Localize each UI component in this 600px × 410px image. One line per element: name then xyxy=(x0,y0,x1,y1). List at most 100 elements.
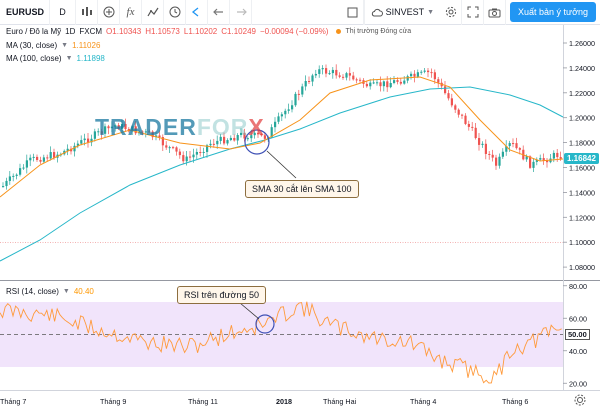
price-chart-canvas[interactable]: 1.26000 1.24000 1.22000 1.20000 1.18000 1.160… xyxy=(0,25,600,410)
rsi-tick-label: 80.00 xyxy=(569,282,587,291)
candle xyxy=(338,75,341,77)
chart-style-icon[interactable] xyxy=(76,0,98,25)
candle xyxy=(359,79,362,81)
candle xyxy=(532,161,535,168)
candle xyxy=(512,143,515,145)
rsi-level-badge: 50.00 xyxy=(565,329,590,340)
candle xyxy=(32,156,35,158)
candle xyxy=(403,80,406,84)
chevron-down-icon[interactable]: ▼ xyxy=(65,55,73,62)
compare-add-icon[interactable] xyxy=(98,0,120,25)
undo-icon[interactable] xyxy=(208,0,230,25)
chevron-down-icon[interactable]: ▼ xyxy=(61,42,69,49)
candle xyxy=(501,151,504,157)
rsi-line xyxy=(0,301,562,384)
legend-change: −0.00094 (−0.09%) xyxy=(259,27,329,36)
candle xyxy=(420,71,423,73)
candle xyxy=(185,156,188,162)
candle xyxy=(454,105,457,110)
candle xyxy=(365,83,368,87)
rsi-axis[interactable]: 80.00 60.00 40.00 20.00 xyxy=(563,282,587,389)
legend-pair-name: Euro / Đô la Mỹ xyxy=(6,27,62,36)
publish-idea-button[interactable]: Xuất bản ý tưởng xyxy=(510,2,596,22)
candle xyxy=(467,123,470,127)
candle xyxy=(206,145,209,152)
interval-selector[interactable]: D xyxy=(50,0,76,25)
candle xyxy=(277,116,280,122)
candle xyxy=(413,73,416,77)
redo-icon[interactable] xyxy=(230,0,252,25)
candle xyxy=(321,68,324,70)
candle xyxy=(110,126,113,129)
candle xyxy=(253,132,256,136)
candle xyxy=(216,140,219,145)
candle xyxy=(481,143,484,145)
candle xyxy=(372,82,375,84)
current-price-badge: 1.16842 xyxy=(564,153,599,164)
symbol-selector[interactable]: EURUSD xyxy=(0,0,50,25)
time-axis[interactable]: Tháng 7 Tháng 9 Tháng 11 2018 Tháng Hai Tháng… xyxy=(0,397,528,406)
candle xyxy=(165,145,168,148)
candle xyxy=(144,131,147,133)
ma30-legend[interactable]: MA (30, close) ▼ 1.11026 xyxy=(6,41,100,50)
alert-clock-icon[interactable] xyxy=(164,0,186,25)
candle xyxy=(39,159,42,162)
rsi-legend-label: RSI (14, close) xyxy=(6,287,59,296)
candle xyxy=(433,72,436,80)
legend-open: O1.10343 xyxy=(106,27,142,36)
candle xyxy=(318,69,321,74)
candle xyxy=(291,105,294,110)
ma100-legend[interactable]: MA (100, close) ▼ 1.11898 xyxy=(6,54,105,63)
watermark-part-1: TRADER xyxy=(95,114,197,140)
ma30-legend-label: MA (30, close) xyxy=(6,41,58,50)
snapshot-camera-icon[interactable] xyxy=(484,0,507,25)
candle xyxy=(192,154,195,158)
candle xyxy=(270,127,273,138)
ma100-legend-label: MA (100, close) xyxy=(6,54,62,63)
chevron-down-icon[interactable]: ▼ xyxy=(62,288,70,295)
layout-name: SINVEST xyxy=(385,7,425,17)
price-tick-label: 1.12000 xyxy=(569,213,595,222)
layout-search[interactable]: SINVEST ▼ xyxy=(363,0,440,25)
candle xyxy=(141,131,144,133)
candle xyxy=(437,79,440,83)
candle xyxy=(260,134,263,136)
rsi-tick-label: 20.00 xyxy=(569,379,587,388)
rsi-legend-value: 40.40 xyxy=(73,287,94,296)
rsi-legend[interactable]: RSI (14, close) ▼ 40.40 xyxy=(6,287,94,296)
candle xyxy=(257,132,260,135)
candle xyxy=(8,176,11,181)
fullscreen-icon[interactable] xyxy=(462,0,485,25)
replay-back-icon[interactable] xyxy=(186,0,208,25)
templates-icon[interactable] xyxy=(142,0,164,25)
watermark-part-3: X xyxy=(248,114,265,140)
price-tick-label: 1.08000 xyxy=(569,263,595,272)
legend-exchange: FXCM xyxy=(79,27,103,36)
candle xyxy=(246,138,249,140)
chart-area[interactable]: 1.26000 1.24000 1.22000 1.20000 1.18000 1.160… xyxy=(0,25,600,410)
candle xyxy=(294,93,297,106)
candle xyxy=(121,123,124,129)
candle xyxy=(304,81,307,87)
axis-settings-gear-icon[interactable] xyxy=(574,394,586,406)
candle xyxy=(117,125,120,129)
candle xyxy=(457,109,460,115)
layout-square-icon[interactable] xyxy=(342,0,364,25)
settings-gear-icon[interactable] xyxy=(440,0,463,25)
indicators-fx-icon[interactable]: fx xyxy=(120,0,142,25)
candle xyxy=(352,75,355,80)
candle xyxy=(546,160,549,163)
price-axis[interactable]: 1.26000 1.24000 1.22000 1.20000 1.18000 1.160… xyxy=(563,39,595,272)
candle xyxy=(393,80,396,83)
candle xyxy=(134,126,137,134)
candle xyxy=(243,132,246,139)
price-tick-label: 1.22000 xyxy=(569,89,595,98)
candle xyxy=(36,156,39,160)
price-tick-label: 1.26000 xyxy=(569,39,595,48)
candle xyxy=(172,147,175,149)
candle xyxy=(342,76,345,78)
candle xyxy=(410,73,413,77)
candle xyxy=(406,76,409,81)
ma30-line xyxy=(0,76,564,198)
candle xyxy=(104,126,107,134)
